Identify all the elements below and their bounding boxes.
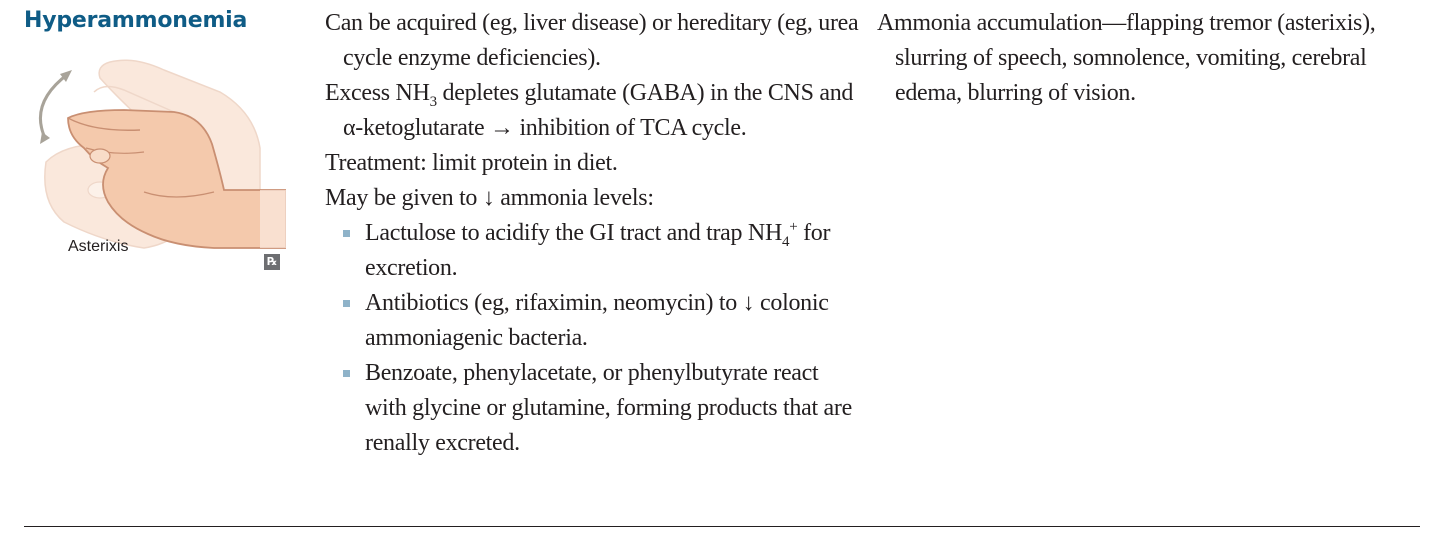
list-item-benzoate: Benzoate, phenylacetate, or phenylbutyra…: [343, 356, 865, 461]
text-part: Excess NH: [325, 80, 430, 106]
paragraph-may-be-given: May be given to ↓ ammonia levels:: [325, 185, 654, 211]
rx-badge-icon: ℞: [264, 254, 280, 270]
section-title: Hyperammonemia: [24, 8, 248, 33]
findings-column: Ammonia accumulation—flapping tremor (as…: [877, 6, 1417, 111]
paragraph-ammonia-accumulation: Ammonia accumulation—flapping tremor (as…: [877, 10, 1376, 106]
paragraph-acquired: Can be acquired (eg, liver disease) or h…: [325, 10, 859, 71]
main-hand-shape: [67, 109, 286, 249]
bottom-divider: [24, 526, 1420, 527]
paragraph-excess-nh3: Excess NH3 depletes glutamate (GABA) in …: [325, 76, 865, 146]
asterixis-hand-illustration: [38, 59, 286, 249]
treatment-list: Lactulose to acidify the GI tract and tr…: [325, 216, 865, 461]
text-part: depletes glutamate (GABA) in the CNS and…: [343, 80, 854, 141]
list-item-antibiotics: Antibiotics (eg, rifaximin, neomycin) to…: [343, 286, 865, 356]
figure-caption: Asterixis: [68, 238, 129, 255]
text-part: for excretion.: [365, 220, 831, 281]
list-item-lactulose: Lactulose to acidify the GI tract and tr…: [343, 216, 865, 286]
text-part: Lactulose to acidify the GI tract and tr…: [365, 220, 783, 246]
motion-arrow-icon: [38, 70, 72, 144]
superscript: +: [789, 219, 798, 235]
description-column: Can be acquired (eg, liver disease) or h…: [325, 6, 865, 461]
subscript: 4: [782, 233, 790, 250]
subscript: 3: [429, 93, 438, 110]
paragraph-treatment: Treatment: limit protein in diet.: [325, 150, 618, 176]
